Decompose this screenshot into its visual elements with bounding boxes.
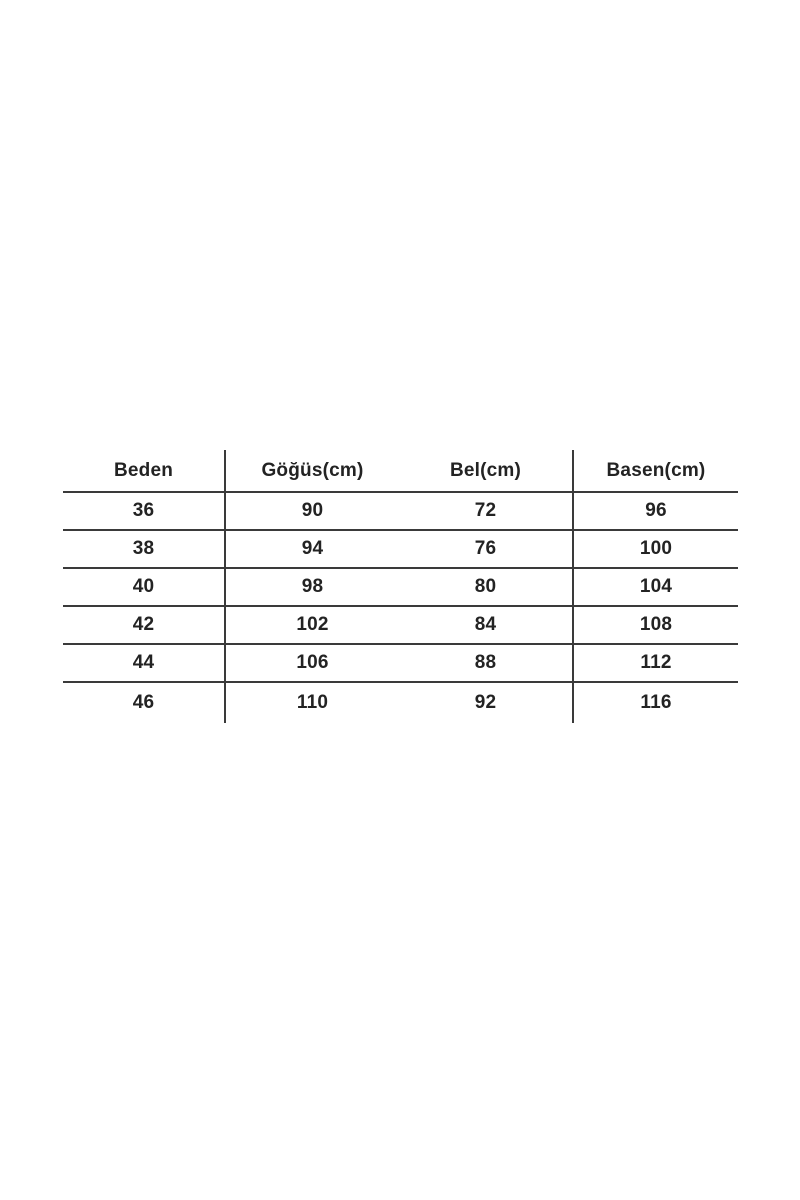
table-row: 46 110 92 116: [63, 682, 738, 723]
table-cell: 76: [399, 530, 574, 569]
table-cell: 110: [296, 692, 329, 713]
table-cell: 96: [573, 492, 738, 531]
table-cell: 92: [399, 682, 574, 723]
table-row: 42 102 84 108: [63, 606, 738, 645]
table-cell: 80: [399, 568, 574, 607]
table-cell: 36: [63, 492, 226, 531]
column-header-bel: Bel(cm): [399, 450, 574, 493]
table-row: 40 98 80 104: [63, 568, 738, 607]
table-cell: 72: [399, 492, 574, 531]
table-cell: 100: [573, 530, 738, 569]
size-chart-table: Beden Göğüs(cm) Bel(cm) Basen(cm) 36 90 …: [63, 450, 738, 723]
table-cell: 98: [225, 568, 399, 607]
table-row: 38 94 76 100: [63, 530, 738, 569]
header-row: Beden Göğüs(cm) Bel(cm) Basen(cm): [63, 450, 738, 493]
column-header-beden: Beden: [63, 450, 226, 493]
table-cell: 112: [573, 644, 738, 683]
table-cell: 102: [225, 606, 399, 645]
table-cell: 106: [225, 644, 399, 683]
table-cell: 44: [63, 644, 226, 683]
table-cell: 84: [399, 606, 574, 645]
table-cell: 40: [63, 568, 226, 607]
table-cell: 88: [399, 644, 574, 683]
column-header-basen: Basen(cm): [573, 450, 738, 493]
table-row: 36 90 72 96: [63, 492, 738, 531]
table-cell: 46: [63, 682, 226, 723]
column-header-gogus: Göğüs(cm): [225, 450, 399, 493]
table-cell: 90: [225, 492, 399, 531]
table-cell: 116: [640, 692, 672, 713]
table-cell: 94: [225, 530, 399, 569]
table-cell: 108: [573, 606, 738, 645]
table-cell: 42: [63, 606, 226, 645]
table-row: 44 106 88 112: [63, 644, 738, 683]
table-cell: 104: [573, 568, 738, 607]
table-cell: 38: [63, 530, 226, 569]
